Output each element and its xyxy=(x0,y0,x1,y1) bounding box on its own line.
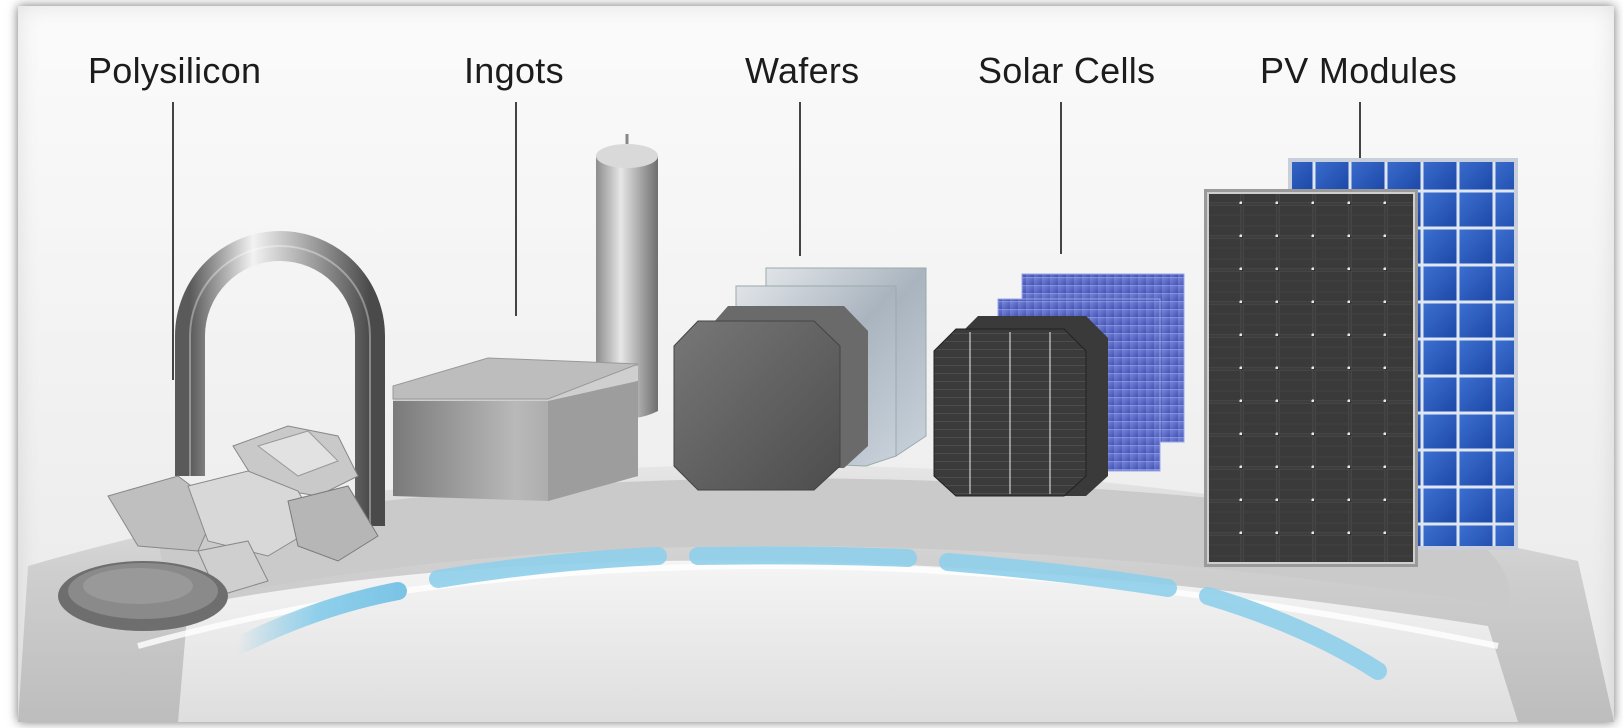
leader-line-pv-modules xyxy=(1359,102,1361,160)
diagram-frame: Polysilicon Ingots Wafers Solar Cells PV… xyxy=(18,6,1614,722)
leader-line-wafers xyxy=(799,102,801,256)
wafer-icon xyxy=(673,267,927,491)
leader-line-solar-cells xyxy=(1060,102,1062,254)
label-wafers: Wafers xyxy=(745,50,860,91)
label-solar-cells: Solar Cells xyxy=(978,50,1156,91)
label-pv-modules: PV Modules xyxy=(1260,50,1458,91)
solar-cell-icon xyxy=(933,273,1185,497)
label-polysilicon: Polysilicon xyxy=(88,50,262,91)
leader-line-polysilicon xyxy=(172,102,174,380)
polysilicon-icon xyxy=(58,231,385,631)
leader-line-ingots xyxy=(515,102,517,316)
glow-track xyxy=(229,546,1387,680)
process-illustration xyxy=(18,134,1614,722)
ingot-icon xyxy=(392,134,658,501)
pv-module-icon xyxy=(1204,158,1518,567)
label-ingots: Ingots xyxy=(464,50,564,91)
